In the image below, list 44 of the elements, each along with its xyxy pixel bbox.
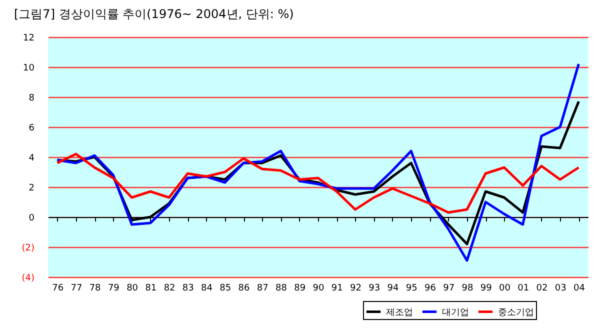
- x-tick-label: 02: [536, 284, 548, 294]
- x-tick-label: 99: [480, 284, 492, 294]
- line-series: [56, 62, 580, 262]
- line-series: [56, 152, 580, 214]
- x-tick-label: 93: [368, 284, 380, 294]
- x-tick-label: 97: [443, 284, 455, 294]
- x-tick-label: 84: [201, 284, 213, 294]
- x-tick-label: 78: [89, 284, 102, 294]
- x-tick-label: 98: [462, 284, 474, 294]
- x-tick-label: 92: [350, 284, 362, 294]
- x-tick-label: 85: [220, 284, 232, 294]
- x-tick-label: 00: [498, 284, 511, 294]
- legend-label: 중소기업: [498, 308, 534, 318]
- y-tick-label: 6: [28, 124, 35, 134]
- x-tick-label: 80: [126, 284, 138, 294]
- y-tick-label: (4): [22, 274, 34, 284]
- chart-title: [그림7] 경상이익률 추이(1976~ 2004년, 단위: %): [14, 7, 294, 21]
- x-tick-label: 88: [276, 284, 288, 294]
- x-tick-label: 91: [331, 284, 343, 294]
- y-tick-label: 2: [28, 184, 34, 194]
- x-tick-label: 82: [164, 284, 176, 294]
- x-tick-label: 83: [182, 284, 194, 294]
- x-tick-label: 96: [424, 284, 436, 294]
- x-tick-label: 87: [256, 284, 268, 294]
- x-tick-label: 79: [108, 284, 120, 294]
- x-tick-label: 77: [70, 284, 82, 294]
- x-tick-label: 94: [387, 284, 399, 294]
- x-tick-label: 76: [52, 284, 64, 294]
- y-tick-label: 12: [23, 34, 34, 44]
- x-tick-label: 89: [294, 284, 306, 294]
- x-tick-label: 81: [145, 284, 157, 294]
- legend-label: 제조업: [386, 308, 413, 318]
- y-tick-label: 4: [28, 154, 35, 164]
- y-tick-label: (2): [22, 244, 34, 254]
- x-tick-label: 86: [238, 284, 250, 294]
- x-tick-label: 04: [573, 284, 586, 294]
- x-tick-label: 90: [312, 284, 324, 294]
- y-tick-label: 0: [28, 214, 35, 224]
- legend-label: 대기업: [442, 308, 469, 318]
- y-tick-label: 10: [23, 64, 35, 74]
- y-tick-label: 8: [28, 94, 35, 104]
- x-tick-label: 95: [406, 284, 418, 294]
- x-tick-label: 01: [518, 284, 530, 294]
- x-tick-label: 03: [554, 284, 566, 294]
